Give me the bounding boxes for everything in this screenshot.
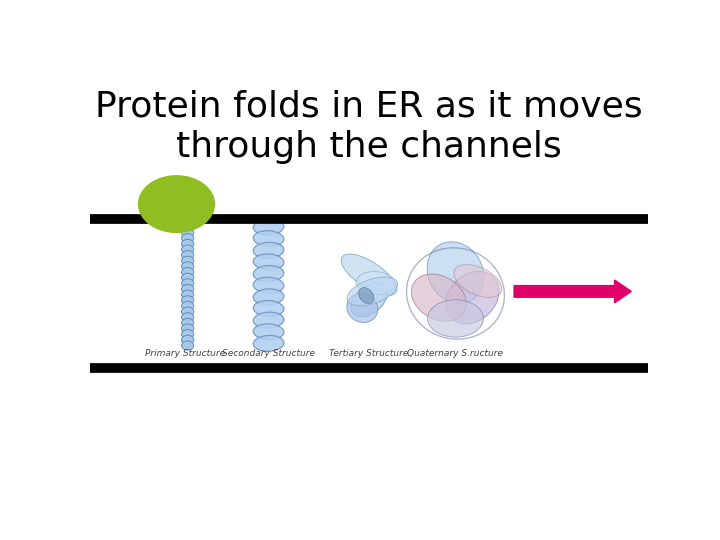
Circle shape	[181, 296, 194, 305]
Circle shape	[138, 176, 215, 232]
Circle shape	[181, 239, 194, 248]
Circle shape	[181, 301, 194, 310]
Circle shape	[181, 228, 194, 237]
Ellipse shape	[253, 335, 284, 352]
Ellipse shape	[341, 254, 397, 295]
Ellipse shape	[253, 254, 284, 270]
Ellipse shape	[347, 277, 397, 306]
Ellipse shape	[253, 242, 284, 258]
Ellipse shape	[253, 324, 284, 340]
Circle shape	[181, 279, 194, 288]
Circle shape	[181, 324, 194, 333]
Ellipse shape	[253, 312, 284, 328]
Ellipse shape	[253, 266, 284, 281]
Text: Quaternary S.ructure: Quaternary S.ructure	[408, 349, 503, 358]
Circle shape	[181, 335, 194, 345]
Circle shape	[181, 290, 194, 299]
Text: Protein folds in ER as it moves
through the channels: Protein folds in ER as it moves through …	[95, 90, 643, 165]
Ellipse shape	[356, 272, 395, 295]
Circle shape	[181, 256, 194, 265]
Circle shape	[181, 273, 194, 282]
Circle shape	[181, 222, 194, 232]
Text: Tertiary Structure: Tertiary Structure	[329, 349, 409, 358]
Ellipse shape	[454, 265, 502, 298]
Circle shape	[181, 267, 194, 276]
Ellipse shape	[351, 282, 387, 317]
Text: Secondary Structure: Secondary Structure	[222, 349, 315, 358]
FancyArrow shape	[514, 280, 631, 303]
Ellipse shape	[428, 300, 483, 337]
Circle shape	[181, 329, 194, 339]
Circle shape	[181, 262, 194, 271]
Ellipse shape	[411, 274, 466, 321]
Ellipse shape	[427, 242, 484, 303]
Circle shape	[181, 318, 194, 327]
Ellipse shape	[446, 272, 499, 324]
Ellipse shape	[253, 289, 284, 305]
Ellipse shape	[359, 288, 374, 303]
Circle shape	[181, 285, 194, 294]
Ellipse shape	[253, 231, 284, 247]
Ellipse shape	[253, 219, 284, 235]
Circle shape	[181, 245, 194, 254]
Ellipse shape	[253, 301, 284, 316]
Circle shape	[181, 307, 194, 316]
Circle shape	[181, 234, 194, 243]
Text: Primary Structure: Primary Structure	[145, 349, 225, 358]
Circle shape	[181, 341, 194, 350]
Ellipse shape	[253, 277, 284, 293]
Ellipse shape	[347, 294, 378, 322]
Circle shape	[181, 251, 194, 260]
Circle shape	[181, 313, 194, 322]
